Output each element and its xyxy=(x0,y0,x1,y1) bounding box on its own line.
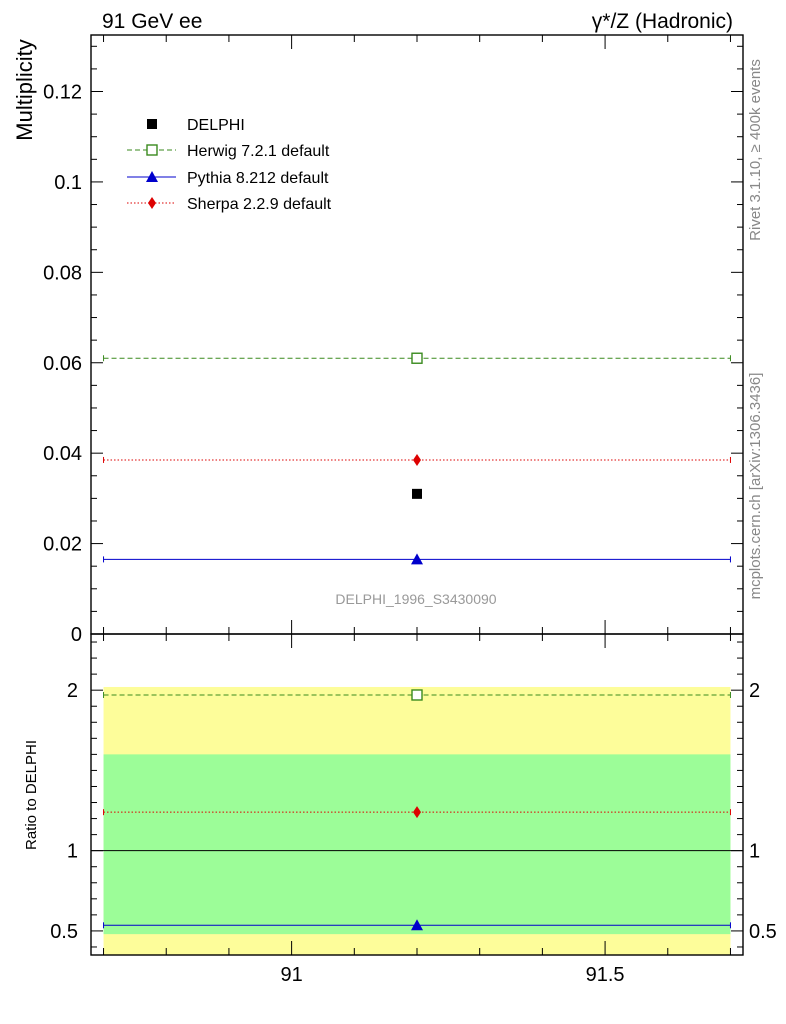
ratio-tick-label-right: 1 xyxy=(749,841,760,863)
ratio-marker-herwig xyxy=(411,689,423,701)
legend: DELPHI Herwig 7.2.1 default Pythia 8.212… xyxy=(127,117,332,213)
main-tick-label: 0.1 xyxy=(54,172,82,194)
main-marker-herwig xyxy=(411,352,423,364)
ratio-ylabel: Ratio to DELPHI xyxy=(23,740,40,850)
ratio-band-inner xyxy=(103,754,731,935)
main-panel: 0.02 0.04 0.06 0.08 0.1 0.12 0 xyxy=(43,34,744,646)
ratio-tick-label-right: 2 xyxy=(749,680,760,702)
legend-label-delphi: DELPHI xyxy=(187,117,245,134)
source-label: mcplots.cern.ch [arXiv:1306.3436] xyxy=(747,373,764,600)
x-tick-label: 91.5 xyxy=(586,964,625,986)
legend-label-herwig: Herwig 7.2.1 default xyxy=(187,143,330,160)
main-marker-sherpa xyxy=(413,453,421,466)
legend-marker-pythia xyxy=(146,171,158,182)
ratio-tick-label-left: 0.5 xyxy=(50,921,78,943)
header-left: 91 GeV ee xyxy=(102,10,202,33)
ratio-tick-label-left: 1 xyxy=(67,841,78,863)
ratio-tick-label-right: 0.5 xyxy=(749,921,777,943)
legend-marker-herwig xyxy=(146,144,158,156)
main-tick-label: 0.04 xyxy=(43,443,82,465)
rivet-label: Rivet 3.1.10, ≥ 400k events xyxy=(747,59,764,241)
legend-label-pythia: Pythia 8.212 default xyxy=(187,170,329,187)
ratio-marker-sherpa xyxy=(413,806,421,819)
ratio-panel: 0.5 0.5 1 1 2 2 91 91.5 xyxy=(50,633,777,986)
legend-item-herwig: Herwig 7.2.1 default xyxy=(127,143,330,160)
legend-item-delphi: DELPHI xyxy=(147,117,245,134)
main-tick-label: 0.12 xyxy=(43,82,82,104)
header-right: γ*/Z (Hadronic) xyxy=(592,10,733,33)
analysis-watermark: DELPHI_1996_S3430090 xyxy=(335,591,496,607)
main-tick-label: 0.06 xyxy=(43,353,82,375)
ratio-marker-pythia xyxy=(411,919,423,931)
legend-marker-sherpa xyxy=(148,197,156,209)
legend-marker-delphi xyxy=(147,119,157,129)
x-tick-label: 91 xyxy=(280,964,302,986)
legend-item-pythia: Pythia 8.212 default xyxy=(127,170,329,187)
main-tick-label: 0.08 xyxy=(43,262,82,284)
main-ylabel: Multiplicity xyxy=(12,39,37,140)
main-tick-label-zero: 0 xyxy=(71,624,82,646)
main-marker-data xyxy=(412,488,422,499)
ratio-tick-label-left: 2 xyxy=(67,680,78,702)
legend-label-sherpa: Sherpa 2.2.9 default xyxy=(187,196,332,213)
main-marker-pythia xyxy=(411,553,423,565)
main-tick-label: 0.02 xyxy=(43,534,82,556)
legend-item-sherpa: Sherpa 2.2.9 default xyxy=(127,196,332,213)
